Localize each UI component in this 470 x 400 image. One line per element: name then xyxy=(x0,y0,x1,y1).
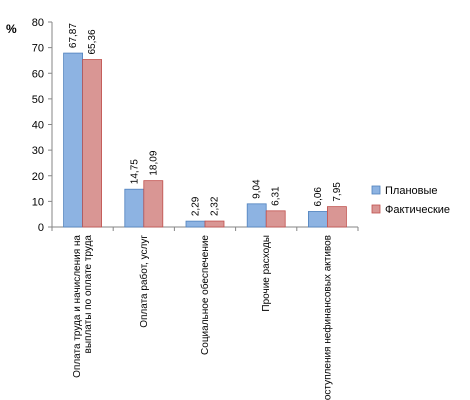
legend: Плановые Фактические xyxy=(371,185,450,216)
category-label: Оплата работ, услуг xyxy=(138,235,150,328)
bar-planned xyxy=(185,220,206,228)
bar-planned xyxy=(307,211,328,228)
data-labels: 67,87 14,75 2,29 9,04 6,06 65,36 18,09 2,32 6,31… xyxy=(68,23,343,217)
data-label: 9,04 xyxy=(252,179,263,199)
bar-actual xyxy=(143,180,164,228)
data-label: 6,31 xyxy=(271,186,282,206)
bar-actual xyxy=(204,220,225,228)
bar-planned xyxy=(124,188,145,228)
bar-actual xyxy=(326,206,347,228)
legend-swatch xyxy=(371,204,381,214)
data-label: 2,32 xyxy=(210,196,221,216)
data-label: 2,29 xyxy=(191,196,202,216)
bar-actual xyxy=(265,210,286,228)
category-label: Социальное обеспечение xyxy=(199,235,211,355)
y-tick-label: 30 xyxy=(32,145,44,157)
y-tick-label: 20 xyxy=(32,171,44,183)
y-tick-label: 50 xyxy=(32,94,44,106)
y-tick-label: 40 xyxy=(32,120,44,132)
data-label: 67,87 xyxy=(68,23,79,48)
data-label: 14,75 xyxy=(129,159,140,184)
bar-planned xyxy=(246,203,267,228)
data-label: 6,06 xyxy=(313,187,324,207)
y-unit-label: % xyxy=(6,22,17,36)
data-label: 7,95 xyxy=(332,182,343,202)
category-label: Оплата труда и начисления навыплаты по о… xyxy=(72,235,94,378)
category-label: Поступления нефинансовых активов xyxy=(321,235,333,400)
category-label: Прочие расходы xyxy=(261,235,272,312)
legend-label: Плановые xyxy=(385,185,438,197)
legend-label: Фактические xyxy=(385,204,450,216)
data-label: 18,09 xyxy=(148,150,159,175)
axes: 0 10 20 30 40 50 60 70 80 xyxy=(32,17,359,234)
y-tick-label: 0 xyxy=(38,222,44,234)
y-tick-label: 60 xyxy=(32,68,44,80)
bars xyxy=(63,52,347,228)
y-tick-label: 80 xyxy=(32,17,44,29)
data-label: 65,36 xyxy=(87,29,98,54)
y-tick-label: 10 xyxy=(32,196,44,208)
legend-swatch xyxy=(371,185,381,195)
category-labels: Оплата труда и начисления навыплаты по о… xyxy=(72,235,333,400)
y-tick-label: 70 xyxy=(32,43,44,55)
bar-actual xyxy=(82,59,102,228)
bar-planned xyxy=(63,52,83,228)
